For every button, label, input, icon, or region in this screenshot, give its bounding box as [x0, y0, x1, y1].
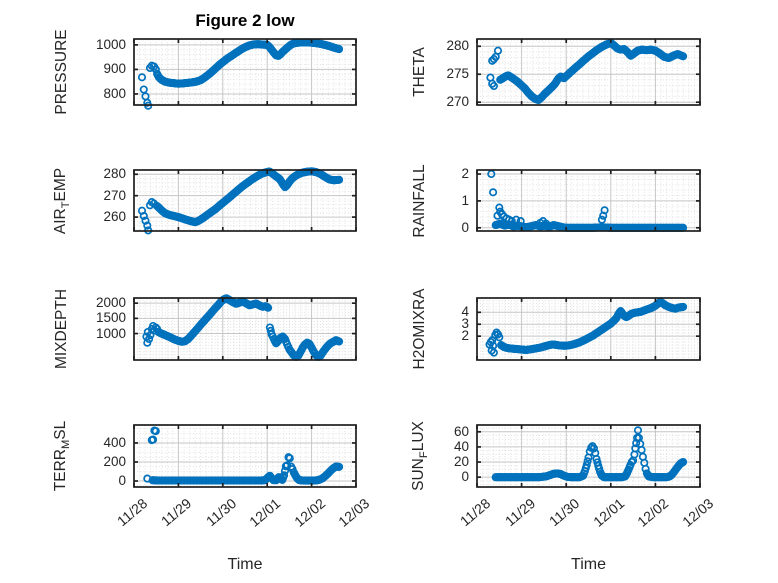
air-temp-plot-area [133, 167, 357, 235]
y-axis-label-mixdepth: MIXDEPTH [53, 288, 70, 370]
terr-msl-x-tick-label: 11/29 [158, 495, 195, 530]
sun-flux-minor-grid [477, 425, 700, 487]
mixdepth-y-tick-label: 2000 [95, 295, 126, 311]
air-temp-axes-box [133, 169, 357, 232]
air-temp-y-tick-label: 260 [103, 209, 126, 225]
h2omixra-y-tick-label: 2 [461, 328, 469, 344]
h2omixra-y-tick-label: 3 [461, 316, 469, 332]
sun-flux-axes-box [476, 424, 701, 488]
rainfall-y-tick-label: 1 [461, 192, 469, 208]
air-temp-y-tick-label: 270 [103, 187, 126, 203]
h2omixra-major-grid [477, 298, 700, 360]
y-axis-label-h2omixra: H2OMIXRA [411, 288, 428, 370]
sun-flux-x-tick-label: 12/03 [679, 495, 717, 530]
h2omixra-axes-box [476, 297, 701, 361]
sun-flux-x-tick-label: 11/28 [456, 495, 494, 530]
x-axis-label-time-left: Time [227, 556, 263, 573]
sun-flux-x-tick-label: 11/29 [501, 495, 538, 530]
x-axis-label-time-right: Time [571, 556, 606, 573]
terr-msl-x-tick-label: 12/02 [290, 495, 328, 530]
rainfall-y-tick-label: 2 [461, 166, 469, 182]
terr-msl-y-tick-label: 400 [103, 434, 126, 450]
rainfall-axes-box [476, 169, 701, 232]
y-axis-label-pressure: PRESSURE [53, 29, 70, 115]
h2omixra-plot-area [476, 297, 701, 361]
sun-flux-plot-area [476, 424, 701, 488]
y-axis-label-air-temp: AIRTEMP [51, 167, 73, 234]
figure-title: Figure 2 low [195, 11, 295, 30]
terr-msl-x-tick-label: 11/28 [113, 495, 151, 530]
terr-msl-y-tick-label: 0 [118, 473, 126, 488]
sun-flux-x-tick-label: 12/02 [634, 495, 672, 530]
air-temp-y-tick-label: 280 [103, 166, 126, 182]
y-axis-label-theta: THETA [411, 47, 428, 97]
air-temp-data-markers [137, 167, 344, 235]
terr-msl-data-markers [143, 426, 344, 485]
theta-data-markers [486, 38, 688, 105]
sun-flux-y-tick-label: 20 [453, 454, 469, 470]
theta-minor-grid [477, 39, 700, 105]
sun-flux-y-tick-label: 0 [461, 469, 469, 485]
theta-y-tick-label: 275 [446, 66, 469, 82]
mixdepth-y-tick-label: 1500 [95, 310, 126, 326]
pressure-axes-box [133, 38, 357, 106]
sun-flux-x-tick-label: 11/30 [546, 495, 583, 530]
mixdepth-y-tick-label: 1000 [95, 325, 126, 341]
sun-flux-y-tick-label: 40 [453, 438, 469, 454]
y-axis-label-sun-flux: SUNFLUX [409, 421, 431, 491]
rainfall-y-tick-label: 0 [461, 219, 469, 235]
pressure-data-markers [137, 38, 344, 110]
theta-plot-area [476, 38, 701, 106]
rainfall-minor-grid [477, 170, 700, 231]
h2omixra-data-markers [485, 298, 688, 357]
terr-msl-axes-box [133, 424, 357, 488]
terr-msl-x-tick-label: 11/30 [202, 495, 240, 530]
h2omixra-y-tick-label: 4 [461, 304, 469, 320]
y-axis-label-rainfall: RAINFALL [411, 163, 428, 238]
terr-msl-x-tick-label: 12/03 [335, 495, 373, 530]
pressure-y-tick-label: 800 [103, 85, 126, 101]
theta-y-tick-label: 280 [446, 38, 469, 54]
terr-msl-minor-grid [134, 425, 356, 487]
theta-y-tick-label: 270 [446, 94, 469, 110]
pressure-y-tick-label: 1000 [95, 36, 126, 52]
terr-msl-plot-area [133, 424, 357, 488]
terr-msl-y-tick-label: 200 [103, 453, 126, 469]
pressure-plot-area [133, 38, 357, 110]
sun-flux-data-markers [491, 426, 688, 482]
mixdepth-plot-area [133, 294, 357, 362]
pressure-y-tick-label: 900 [103, 61, 126, 77]
sun-flux-x-tick-label: 12/01 [589, 495, 628, 530]
sun-flux-y-tick-label: 60 [453, 423, 469, 439]
mixdepth-axes-box [133, 297, 357, 361]
theta-major-grid [477, 39, 700, 105]
terr-msl-x-tick-label: 12/01 [246, 495, 284, 530]
theta-axes-box [476, 38, 701, 106]
y-axis-label-terr-msl: TERRMSL [51, 420, 73, 492]
rainfall-plot-area [476, 169, 701, 232]
